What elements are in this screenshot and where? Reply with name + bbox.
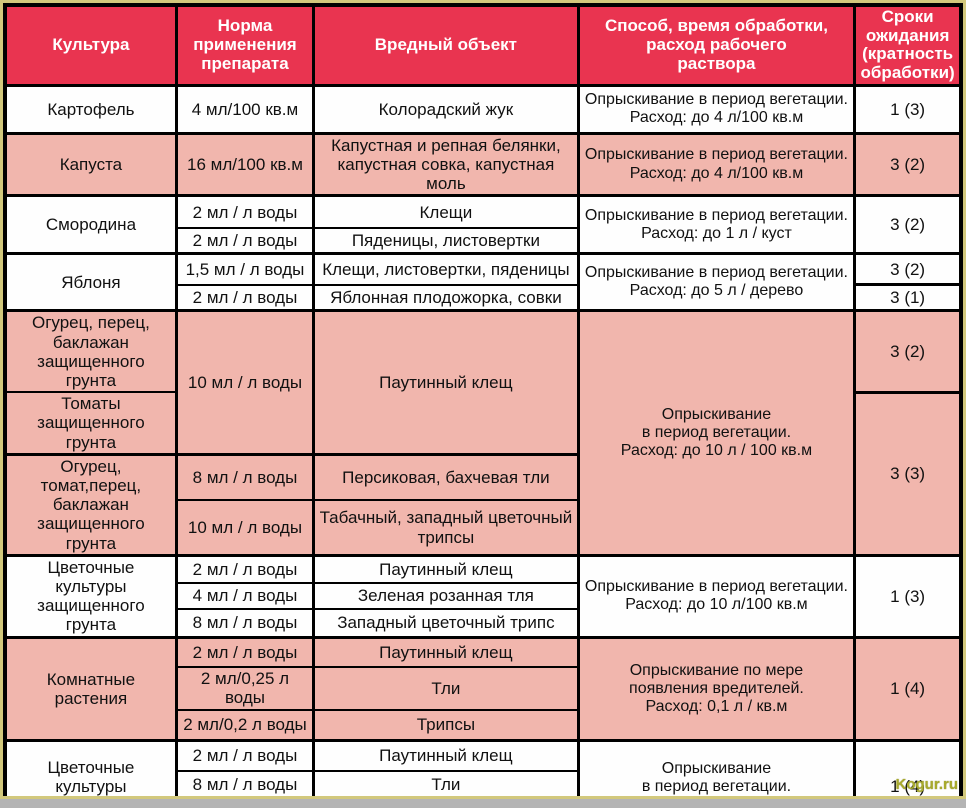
- cell-cabbage-method: Опрыскивание в период вегетации. Расход:…: [576, 131, 857, 197]
- cell-flowers-open-waiting: 1 (4): [853, 739, 963, 796]
- cell-apple-waiting2: 3 (1): [853, 283, 963, 312]
- cell-flowers-greenhouse-pest3: Западный цветочный трипс: [312, 607, 580, 639]
- cell-flowers-open-dose2: 8 мл / л воды: [174, 769, 316, 796]
- cell-apple-dose1: 1,5 мл / л воды: [174, 252, 316, 286]
- cell-greenhouse-dose12: 10 мл / л воды: [174, 309, 316, 456]
- row-houseplants-3: 2 мл/0,2 л воды Трипсы: [5, 708, 961, 742]
- cell-greenhouse-culture2: Томаты защищенного грунта: [3, 391, 178, 456]
- watermark: Kogur.ru: [895, 776, 959, 793]
- row-flowers-greenhouse-3: 8 мл / л воды Западный цветочный трипс: [5, 607, 961, 639]
- cell-greenhouse-culture3: Огурец, томат,перец, баклажан защищенног…: [3, 452, 178, 557]
- cell-flowers-open-method: Опрыскивание в период вегетации. Расход:…: [576, 739, 857, 796]
- cell-houseplants-method: Опрыскивание по мере появления вредителе…: [576, 635, 857, 742]
- cell-currant-dose2: 2 мл / л воды: [174, 226, 316, 255]
- row-potato: Картофель 4 мл/100 кв.м Колорадский жук …: [3, 83, 963, 135]
- row-flowers-greenhouse-2: 4 мл / л воды Зеленая розанная тля: [5, 581, 961, 610]
- cell-potato-culture: Картофель: [3, 83, 178, 135]
- cell-potato-pest: Колорадский жук: [312, 83, 580, 135]
- cell-currant-pest2: Пяденицы, листовертки: [312, 226, 580, 255]
- cell-currant-culture: Смородина: [3, 194, 178, 255]
- cell-flowers-greenhouse-waiting: 1 (3): [853, 553, 963, 639]
- cell-greenhouse-dose4: 10 мл / л воды: [174, 499, 316, 557]
- cell-flowers-open-dose1: 2 мл / л воды: [174, 739, 316, 772]
- cell-houseplants-dose2: 2 мл/0,25 л воды: [174, 666, 316, 711]
- cell-cabbage-dose: 16 мл/100 кв.м: [174, 131, 316, 197]
- row-cabbage: Капуста 16 мл/100 кв.м Капустная и репна…: [3, 131, 963, 197]
- cell-greenhouse-pest4: Табачный, западный цветочный трипсы: [312, 499, 580, 557]
- cell-currant-dose1: 2 мл / л воды: [174, 194, 316, 229]
- cell-houseplants-pest1: Паутинный клещ: [312, 635, 580, 669]
- cell-apple-dose2: 2 мл / л воды: [174, 283, 316, 312]
- cell-apple-culture: Яблоня: [3, 252, 178, 312]
- cell-greenhouse-dose3: 8 мл / л воды: [174, 452, 316, 502]
- cell-cabbage-waiting: 3 (2): [853, 131, 963, 197]
- cell-apple-pest1: Клещи, листовертки, пяденицы: [312, 252, 580, 286]
- row-apple-1: Яблоня 1,5 мл / л воды Клещи, листовертк…: [3, 252, 963, 312]
- cell-houseplants-dose1: 2 мл / л воды: [174, 635, 316, 669]
- row-houseplants-2: 2 мл/0,25 л воды Тли: [5, 666, 961, 711]
- cell-potato-dose: 4 мл/100 кв.м: [174, 83, 316, 135]
- cell-greenhouse-waiting2: 3 (3): [853, 390, 963, 557]
- cell-flowers-greenhouse-dose1: 2 мл / л воды: [174, 553, 316, 584]
- cell-flowers-greenhouse-culture: Цветочные культуры защищенного грунта: [3, 553, 178, 639]
- cell-flowers-greenhouse-pest2: Зеленая розанная тля: [312, 581, 580, 610]
- cell-cabbage-culture: Капуста: [3, 131, 178, 197]
- cell-flowers-open-pest1: Паутинный клещ: [312, 739, 580, 772]
- cell-houseplants-pest3: Трипсы: [312, 708, 580, 742]
- row-apple-2: 2 мл / л воды Яблонная плодожорка, совки…: [5, 283, 963, 312]
- cell-greenhouse-method: Опрыскивание в период вегетации. Расход:…: [576, 309, 857, 557]
- row-greenhouse-3: Огурец, томат,перец, баклажан защищенног…: [3, 452, 961, 557]
- col-header-waiting: Сроки ожидания (кратность обработки): [853, 3, 963, 87]
- header-row: Культура Норма применения препарата Вред…: [3, 3, 963, 87]
- cell-cabbage-pest: Капустная и репная белянки, капустная со…: [312, 131, 580, 197]
- row-flowers-open-1: Цветочные культуры открытого грунта 2 мл…: [3, 739, 963, 796]
- cell-flowers-greenhouse-method: Опрыскивание в период вегетации. Расход:…: [576, 553, 857, 639]
- cell-houseplants-waiting: 1 (4): [853, 635, 963, 742]
- cell-apple-waiting1: 3 (2): [853, 252, 963, 286]
- cell-potato-waiting: 1 (3): [853, 83, 963, 135]
- cell-flowers-open-pest2: Тли: [312, 769, 580, 796]
- col-header-pest: Вредный объект: [312, 3, 580, 87]
- col-header-culture: Культура: [3, 3, 178, 87]
- col-header-method: Способ, время обработки, расход рабочего…: [576, 3, 857, 87]
- cell-potato-method: Опрыскивание в период вегетации. Расход:…: [576, 83, 857, 135]
- row-flowers-open-2: 8 мл / л воды Тли: [5, 769, 961, 796]
- cell-houseplants-pest2: Тли: [312, 666, 580, 711]
- row-currant-2: 2 мл / л воды Пяденицы, листовертки: [5, 226, 961, 255]
- pesticide-table: Культура Норма применения препарата Вред…: [3, 3, 963, 796]
- cell-currant-method: Опрыскивание в период вегетации. Расход:…: [576, 194, 857, 255]
- row-greenhouse-1: Огурец, перец, баклажан защищенного грун…: [3, 309, 963, 557]
- cell-flowers-greenhouse-dose2: 4 мл / л воды: [174, 581, 316, 610]
- cell-apple-method: Опрыскивание в период вегетации. Расход:…: [576, 252, 857, 312]
- row-flowers-greenhouse-1: Цветочные культуры защищенного грунта 2 …: [3, 553, 963, 639]
- cell-greenhouse-culture1: Огурец, перец, баклажан защищенного грун…: [3, 309, 178, 394]
- row-currant-1: Смородина 2 мл / л воды Клещи Опрыскиван…: [3, 194, 963, 255]
- row-greenhouse-2: Томаты защищенного грунта 3 (3): [3, 390, 963, 557]
- cell-flowers-open-culture: Цветочные культуры открытого грунта: [3, 739, 178, 796]
- cell-currant-waiting: 3 (2): [853, 194, 963, 255]
- cell-greenhouse-pest3: Персиковая, бахчевая тли: [312, 452, 580, 502]
- cell-currant-pest1: Клещи: [312, 194, 580, 229]
- cell-greenhouse-pest12: Паутинный клещ: [312, 309, 580, 456]
- cell-flowers-greenhouse-dose3: 8 мл / л воды: [174, 607, 316, 639]
- cell-flowers-greenhouse-pest1: Паутинный клещ: [312, 553, 580, 584]
- cell-houseplants-culture: Комнатные растения: [3, 635, 178, 742]
- cell-houseplants-dose3: 2 мл/0,2 л воды: [174, 708, 316, 742]
- cell-apple-pest2: Яблонная плодожорка, совки: [312, 283, 580, 312]
- col-header-dose: Норма применения препарата: [174, 3, 316, 87]
- row-houseplants-1: Комнатные растения 2 мл / л воды Паутинн…: [3, 635, 963, 742]
- cell-greenhouse-waiting1: 3 (2): [853, 309, 963, 394]
- row-greenhouse-4: 10 мл / л воды Табачный, западный цветоч…: [5, 499, 961, 557]
